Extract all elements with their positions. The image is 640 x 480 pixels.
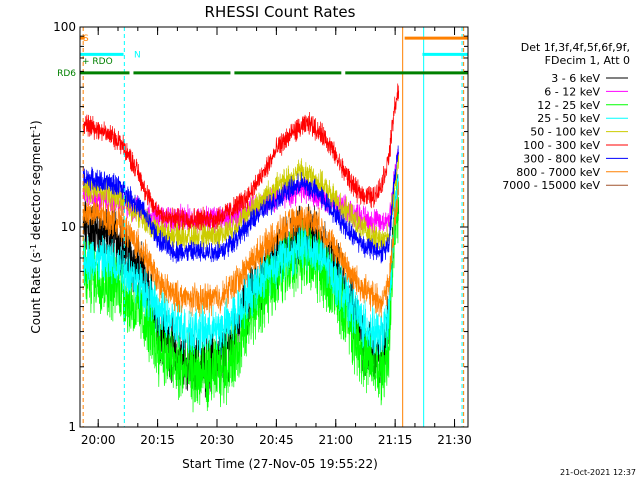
vertical-marker-layer xyxy=(82,27,465,427)
chart-title: RHESSI Count Rates xyxy=(205,3,356,21)
series-line-25-50-kev xyxy=(82,173,400,356)
x-tick-label: 21:15 xyxy=(378,433,413,447)
x-axis-label: Start Time (27-Nov-05 19:55:22) xyxy=(182,457,378,471)
legend-header-line-1: Det 1f,3f,4f,5f,6f,9f, xyxy=(521,41,630,54)
y-axis: 1 10 100 xyxy=(53,20,468,434)
series-line-800-7000-kev xyxy=(82,181,400,318)
flag-layer: S N + RDO RD6 xyxy=(57,34,468,79)
x-tick-label: 20:45 xyxy=(259,433,294,447)
series-layer xyxy=(82,83,400,413)
legend-entry-label: 25 - 50 keV xyxy=(537,112,600,125)
x-axis: 20:00 20:15 20:30 20:45 21:00 21:15 21:30 xyxy=(81,27,472,447)
legend-entry-label: 100 - 300 keV xyxy=(523,139,600,152)
generation-timestamp: 21-Oct-2021 12:37 xyxy=(560,468,636,477)
y-axis-label-superscript-1: -1 xyxy=(29,244,38,252)
flag-label-n: N xyxy=(134,50,141,60)
legend-entry-label: 300 - 800 keV xyxy=(523,152,600,165)
y-axis-label: Count Rate (s-1 detector segment-1) xyxy=(29,120,44,333)
legend-entry-label: 800 - 7000 keV xyxy=(516,166,600,179)
legend-entry-label: 50 - 100 keV xyxy=(530,126,600,139)
y-axis-label-middle: detector segment xyxy=(29,133,43,244)
flag-label-rdo: + RDO xyxy=(82,57,113,67)
x-tick-label: 20:15 xyxy=(140,433,175,447)
series-line-100-300-kev xyxy=(82,83,400,231)
x-tick-label: 21:00 xyxy=(318,433,353,447)
y-axis-label-superscript-2: -1 xyxy=(29,125,38,133)
flag-label-rd6: RD6 xyxy=(57,69,76,79)
legend: Det 1f,3f,4f,5f,6f,9f, FDecim 1, Att 0 3… xyxy=(502,41,630,192)
legend-header-line-2: FDecim 1, Att 0 xyxy=(545,54,630,67)
x-tick-label: 20:00 xyxy=(81,433,116,447)
y-tick-label: 10 xyxy=(61,220,76,234)
y-tick-label: 1 xyxy=(68,420,76,434)
series-line-300-800-kev xyxy=(82,145,399,264)
x-tick-label: 21:30 xyxy=(437,433,472,447)
y-axis-label-main: Count Rate (s xyxy=(29,252,43,334)
legend-entry-label: 12 - 25 keV xyxy=(537,99,600,112)
y-axis-label-end: ) xyxy=(29,120,43,125)
x-tick-label: 20:30 xyxy=(200,433,235,447)
legend-entry-label: 6 - 12 keV xyxy=(544,85,600,98)
legend-entry-label: 3 - 6 keV xyxy=(551,72,600,85)
legend-entry-label: 7000 - 15000 keV xyxy=(502,179,600,192)
flag-label-s: S xyxy=(83,34,89,44)
y-tick-label: 100 xyxy=(53,20,76,34)
